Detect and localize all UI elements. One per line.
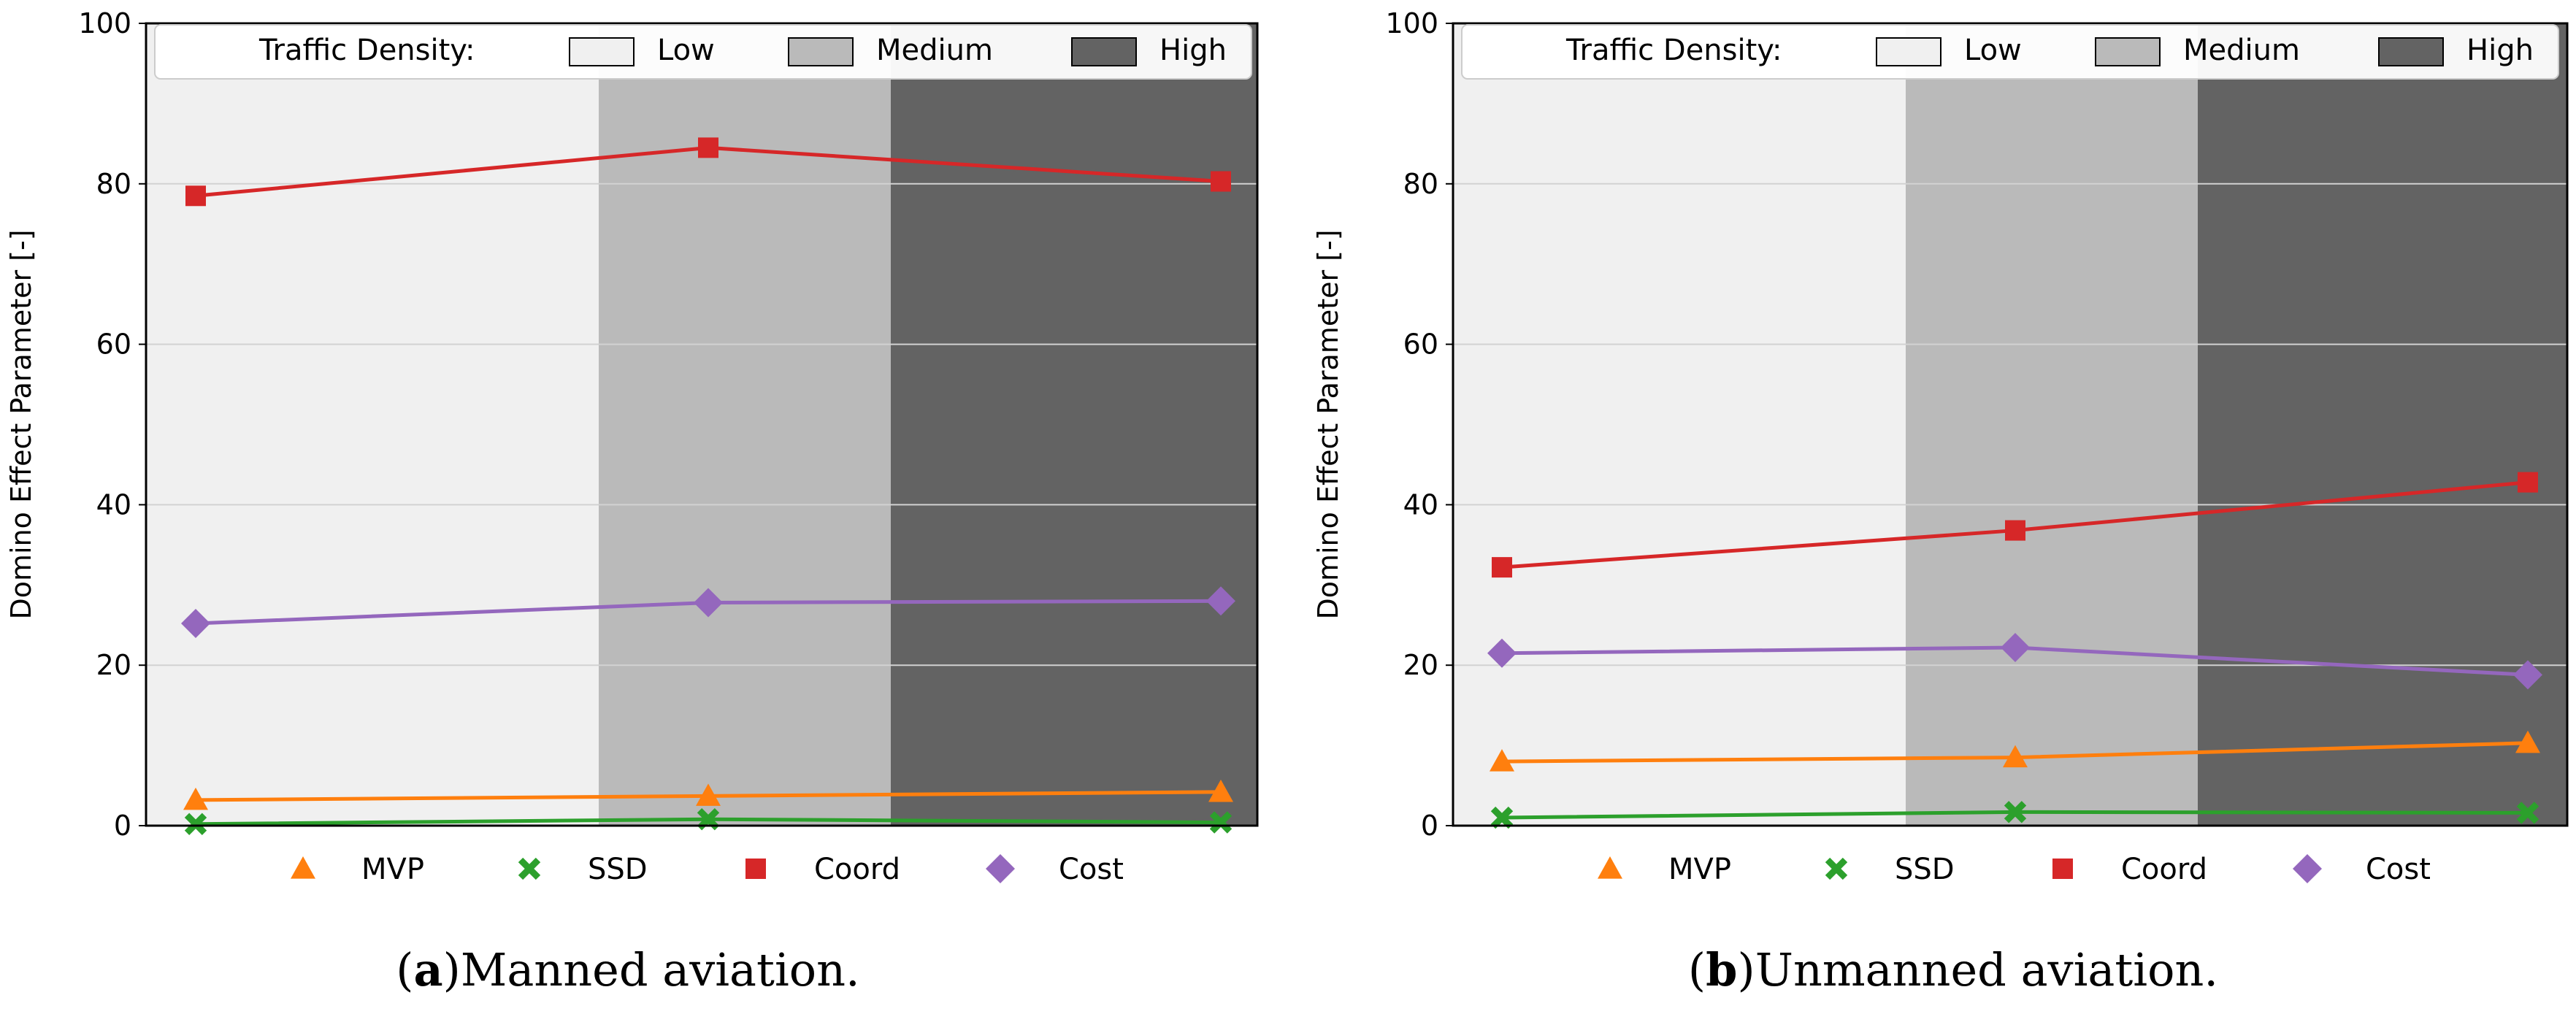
point-mvp-low bbox=[1490, 749, 1514, 772]
chart-panel-b: 0 20 40 60 80 100 Domino Effect Parameter [-] T… bbox=[1312, 7, 2569, 996]
point-mvp-medium bbox=[696, 783, 721, 806]
legend-label-medium: Medium bbox=[876, 34, 993, 67]
legend-label-high: High bbox=[2466, 34, 2534, 67]
density-legend: Traffic Density: Low Medium High bbox=[1461, 24, 2559, 80]
density-legend-title: Traffic Density: bbox=[258, 34, 475, 67]
legend-label-mvp: MVP bbox=[361, 853, 424, 886]
chart-panel-a: 0 20 40 60 80 100 Domino Effect Parameter [-] T… bbox=[5, 7, 1259, 996]
density-legend-box bbox=[1461, 24, 2559, 80]
legend-label-cost: Cost bbox=[2366, 853, 2431, 886]
y-tick-label-60: 60 bbox=[1403, 329, 1438, 361]
y-axis-label: Domino Effect Parameter [-] bbox=[5, 229, 37, 619]
point-coord-medium bbox=[2005, 520, 2025, 541]
y-axis-label: Domino Effect Parameter [-] bbox=[1312, 229, 1344, 619]
density-legend-title: Traffic Density: bbox=[1565, 34, 1782, 67]
legend-marker-mvp bbox=[291, 856, 315, 879]
y-tick-label-100: 100 bbox=[78, 7, 131, 39]
legend-label-coord: Coord bbox=[2121, 853, 2207, 886]
y-tick-label-20: 20 bbox=[96, 649, 131, 681]
point-ssd-medium bbox=[2004, 801, 2027, 823]
y-tick-label-40: 40 bbox=[1403, 488, 1438, 521]
legend-swatch-high bbox=[2378, 37, 2444, 66]
legend-label-ssd: SSD bbox=[588, 853, 648, 886]
legend-swatch-low bbox=[1876, 37, 1941, 66]
y-tick-label-0: 0 bbox=[1421, 810, 1438, 842]
y-tick-label-60: 60 bbox=[96, 329, 131, 361]
legend-marker-coord bbox=[745, 859, 766, 879]
legend-label-low: Low bbox=[1964, 34, 2022, 67]
legend-swatch-medium bbox=[788, 37, 854, 66]
legend-marker-cost bbox=[986, 854, 1015, 883]
point-cost-high bbox=[2513, 660, 2542, 690]
point-cost-high bbox=[1206, 586, 1235, 616]
point-coord-high bbox=[2518, 472, 2538, 493]
point-coord-medium bbox=[698, 137, 718, 158]
legend-label-high: High bbox=[1159, 34, 1227, 67]
point-coord-low bbox=[185, 185, 206, 207]
legend-label-low: Low bbox=[657, 34, 715, 67]
density-band-medium bbox=[1906, 23, 2198, 826]
point-ssd-high bbox=[1209, 811, 1233, 834]
legend-marker-ssd bbox=[1825, 857, 1848, 880]
density-band-low bbox=[146, 23, 599, 826]
point-ssd-high bbox=[2516, 802, 2539, 824]
point-mvp-high bbox=[2515, 730, 2540, 753]
legend-label-ssd: SSD bbox=[1895, 853, 1955, 886]
legend-marker-ssd bbox=[518, 857, 541, 880]
legend-label-medium: Medium bbox=[2183, 34, 2300, 67]
legend-label-mvp: MVP bbox=[1668, 853, 1731, 886]
legend-swatch-medium bbox=[2095, 37, 2161, 66]
point-cost-medium bbox=[2001, 633, 2030, 663]
y-tick-label-100: 100 bbox=[1385, 7, 1438, 39]
y-tick-label-40: 40 bbox=[96, 488, 131, 521]
y-tick-label-80: 80 bbox=[96, 168, 131, 200]
legend-swatch-high bbox=[1071, 37, 1137, 66]
caption-b: (b)Unmanned aviation. bbox=[1688, 943, 2218, 996]
point-ssd-low bbox=[1490, 806, 1514, 829]
density-band-high bbox=[891, 23, 1257, 826]
legend-marker-mvp bbox=[1598, 856, 1622, 879]
point-cost-low bbox=[181, 609, 210, 639]
density-band-low bbox=[1453, 23, 1906, 826]
caption-letter: b bbox=[1706, 943, 1737, 996]
density-band-high bbox=[2198, 23, 2567, 826]
point-mvp-high bbox=[1208, 779, 1233, 802]
series-legend: MVP SSD Coord Cost bbox=[1598, 853, 2431, 886]
legend-marker-cost bbox=[2293, 854, 2322, 883]
point-mvp-low bbox=[183, 787, 208, 810]
caption-a: (a)Manned aviation. bbox=[396, 943, 859, 996]
density-legend-box bbox=[154, 24, 1252, 80]
point-ssd-low bbox=[184, 813, 207, 835]
plot-frame bbox=[145, 22, 1259, 827]
y-tick-label-0: 0 bbox=[114, 810, 131, 842]
caption-letter: a bbox=[413, 943, 442, 996]
density-band-medium bbox=[599, 23, 891, 826]
point-cost-low bbox=[1487, 638, 1517, 668]
legend-label-coord: Coord bbox=[814, 853, 900, 886]
point-coord-high bbox=[1211, 171, 1231, 192]
density-legend: Traffic Density: Low Medium High bbox=[154, 24, 1252, 80]
caption-text: Unmanned aviation. bbox=[1755, 943, 2218, 996]
point-mvp-medium bbox=[2003, 745, 2028, 768]
y-tick-label-20: 20 bbox=[1403, 649, 1438, 681]
caption-text: Manned aviation. bbox=[461, 943, 860, 996]
point-coord-low bbox=[1492, 557, 1512, 578]
plot-frame bbox=[1452, 22, 2569, 827]
legend-marker-coord bbox=[2052, 859, 2073, 879]
y-tick-label-80: 80 bbox=[1403, 168, 1438, 200]
series-legend: MVP SSD Coord Cost bbox=[291, 853, 1124, 886]
point-cost-medium bbox=[694, 588, 723, 618]
legend-label-cost: Cost bbox=[1059, 853, 1124, 886]
legend-swatch-low bbox=[569, 37, 635, 66]
